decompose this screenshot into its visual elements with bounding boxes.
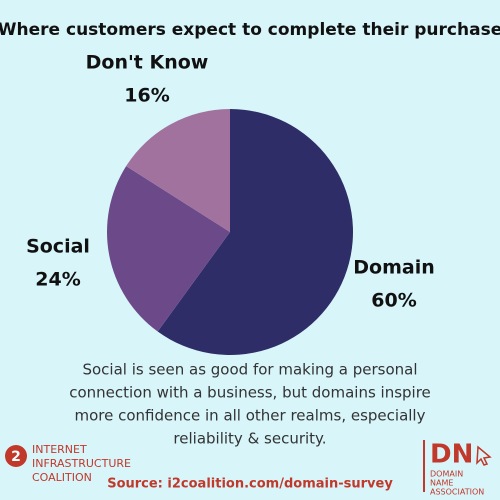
logo-text: INTERNET — [32, 443, 87, 456]
pie-slice — [126, 109, 230, 232]
logo-right: DN DOMAIN NAME ASSOCIATION — [423, 440, 492, 497]
logo-text: COALITION — [32, 471, 92, 484]
caption: connection with a business, but domains … — [69, 384, 431, 402]
source: Source: i2coalition.com/domain-survey — [107, 477, 393, 492]
caption: reliability & security. — [173, 430, 326, 448]
chart-title: Where customers expect to complete their… — [0, 20, 500, 40]
slice-label: Don't Know — [86, 52, 209, 74]
value-label: 16% — [124, 85, 169, 107]
logo-mark: 2 — [11, 449, 21, 465]
logo-left: 2 INTERNET INFRASTRUCTURE COALITION — [5, 443, 131, 484]
pie-slice — [106, 166, 230, 332]
logo-text: ASSOCIATION — [430, 488, 484, 497]
pie-slice — [157, 109, 354, 355]
slice-label: Social — [26, 236, 90, 258]
logo-mark: DN — [430, 440, 473, 470]
logo-icon — [5, 445, 27, 467]
logo-text: DOMAIN — [430, 470, 463, 479]
logo-text: INFRASTRUCTURE — [32, 457, 131, 470]
value-label: 60% — [371, 290, 416, 312]
logo-text: NAME — [430, 479, 453, 488]
value-label: 24% — [35, 269, 80, 291]
slice-label: Domain — [353, 257, 434, 279]
caption: more confidence in all other realms, esp… — [75, 407, 426, 425]
caption: Social is seen as good for making a pers… — [82, 361, 417, 379]
logo-cursor — [476, 445, 492, 466]
